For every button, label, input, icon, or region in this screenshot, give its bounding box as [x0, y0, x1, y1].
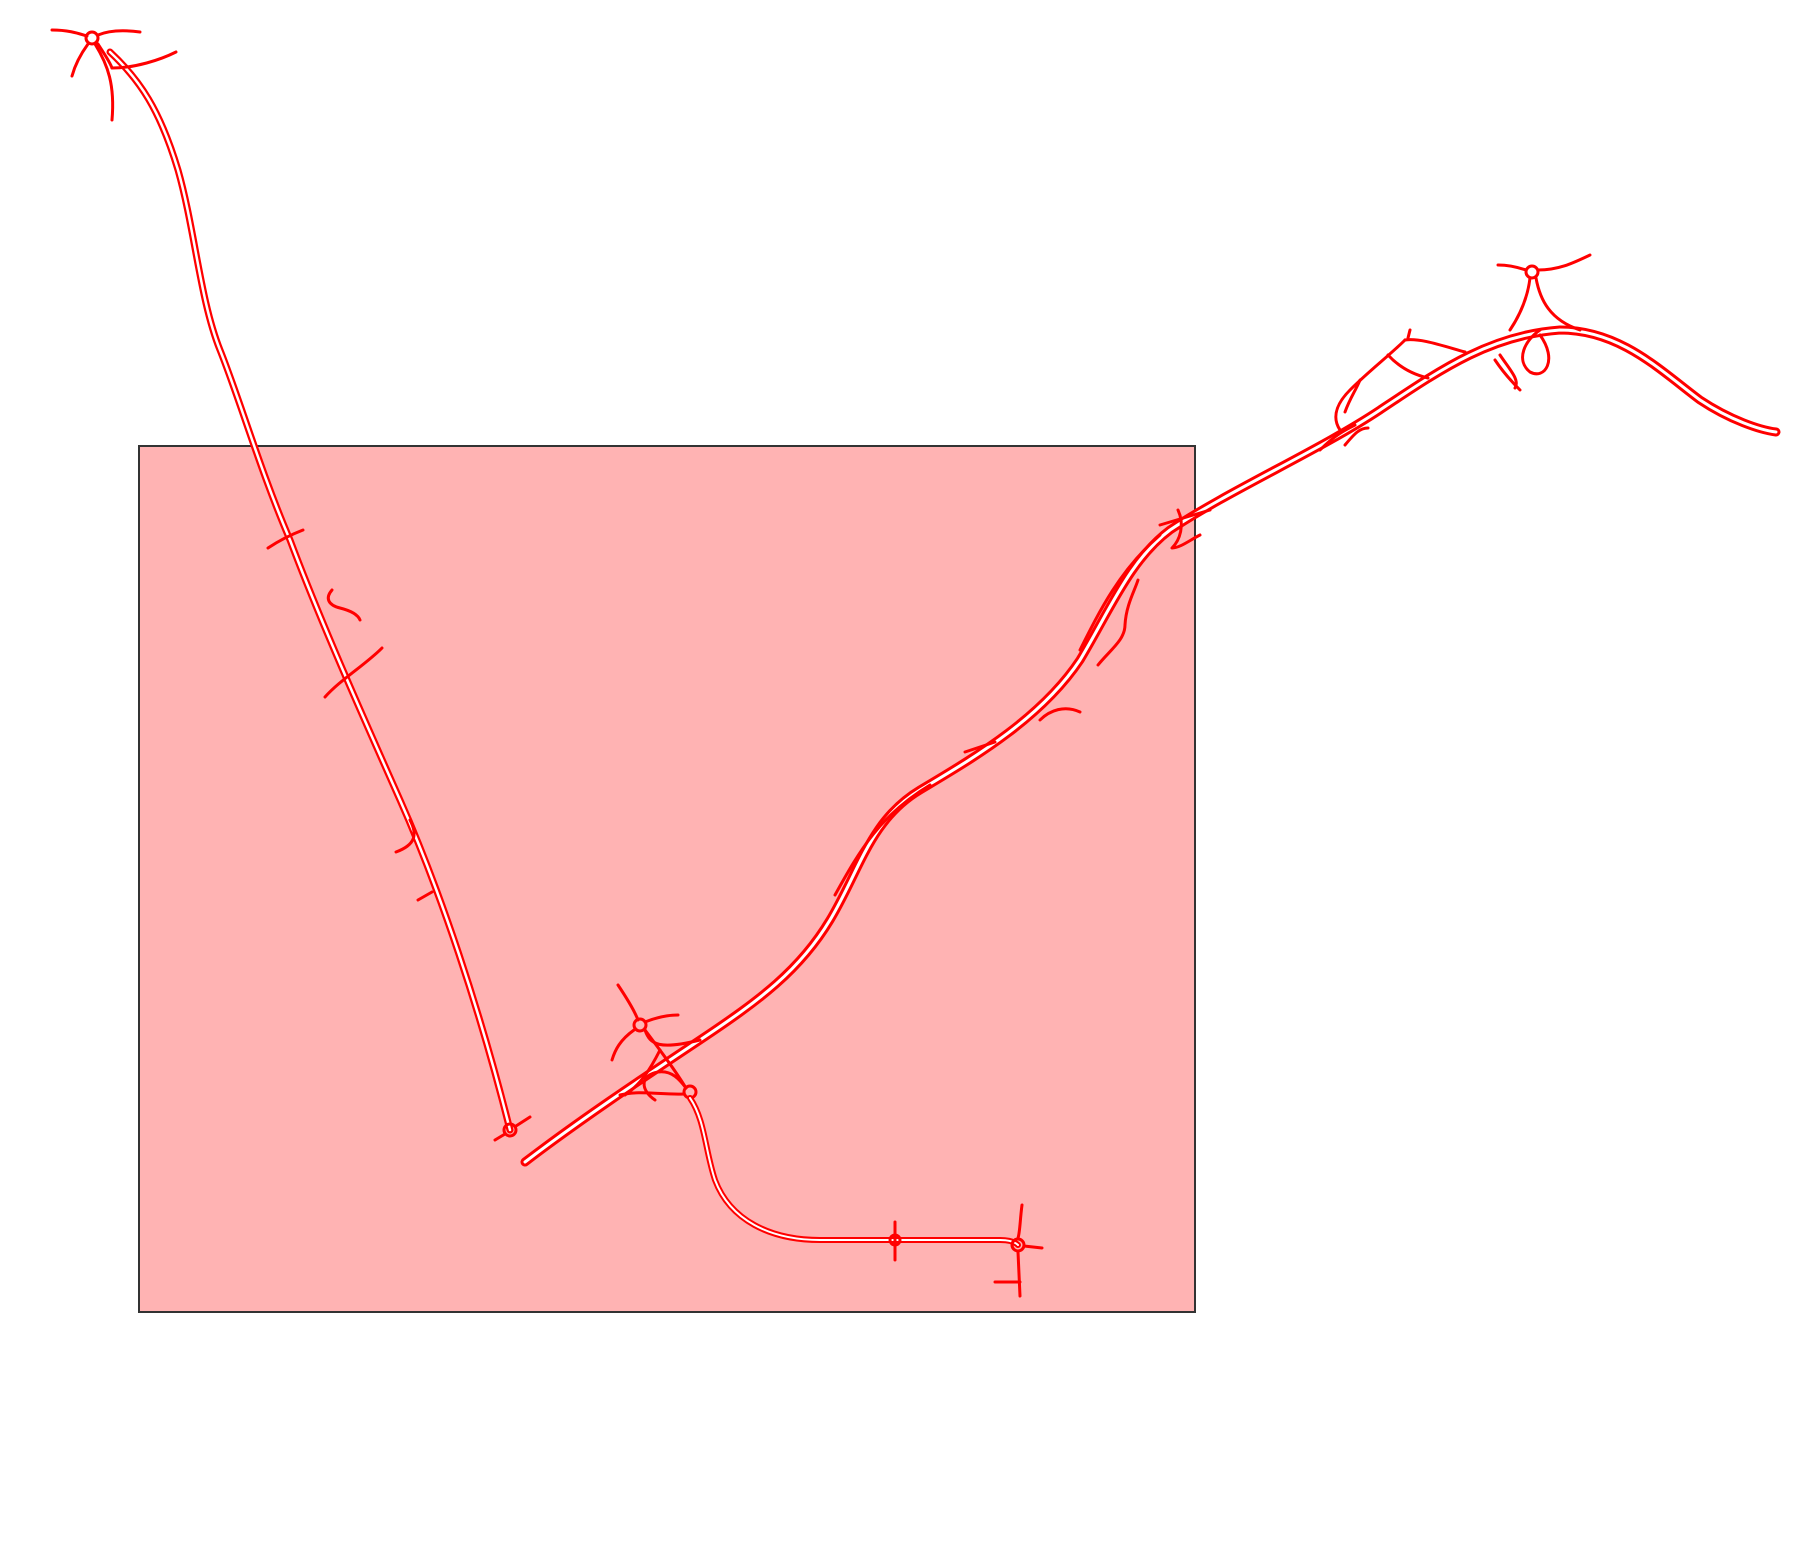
roundabout-central-north[interactable] [632, 1017, 648, 1033]
central-interchange[interactable] [610, 983, 702, 1102]
roundabout-ne[interactable] [1524, 264, 1540, 280]
north-west-interchange[interactable] [50, 28, 178, 122]
east-highway[interactable] [520, 325, 1781, 1167]
roundabout-nw-end[interactable] [502, 1122, 518, 1138]
road-network [50, 28, 1781, 1298]
north-west-road[interactable] [106, 48, 514, 1134]
highlight-area[interactable] [138, 445, 1196, 1313]
north-east-interchange[interactable] [1493, 253, 1592, 392]
south-spur-road[interactable] [687, 1095, 1044, 1298]
nw-side-roads[interactable] [266, 528, 434, 902]
roundabout-nw[interactable] [84, 30, 100, 46]
east-side-roads[interactable] [963, 328, 1467, 754]
nw-road-end[interactable] [493, 1115, 532, 1142]
